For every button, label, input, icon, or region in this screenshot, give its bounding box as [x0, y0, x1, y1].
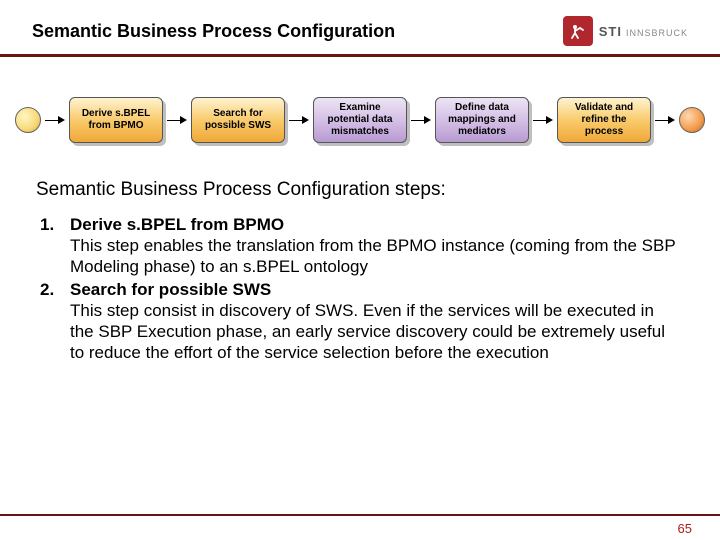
- process-flow-diagram: Derive s.BPEL from BPMO Search for possi…: [0, 57, 720, 175]
- logo-inns-label: INNSBRUCK: [626, 28, 688, 38]
- item-desc: This step enables the translation from t…: [70, 235, 680, 278]
- arrow-icon: [167, 115, 187, 125]
- arrow-icon: [45, 115, 65, 125]
- flow-box: Validate and refine the process: [557, 97, 651, 143]
- arrow-icon: [411, 115, 431, 125]
- item-title: Search for possible SWS: [70, 280, 680, 300]
- flow-box-label: Derive s.BPEL from BPMO: [69, 97, 163, 143]
- arrow-icon: [655, 115, 675, 125]
- arrow-icon: [533, 115, 553, 125]
- footer-rule: [0, 514, 720, 516]
- flow-box: Derive s.BPEL from BPMO: [69, 97, 163, 143]
- flow-box: Examine potential data mismatches: [313, 97, 407, 143]
- flow-box-label: Search for possible SWS: [191, 97, 285, 143]
- arrow-icon: [289, 115, 309, 125]
- section-subtitle: Semantic Business Process Configuration …: [36, 179, 684, 201]
- end-node-icon: [679, 107, 705, 133]
- flow-box-label: Validate and refine the process: [557, 97, 651, 143]
- logo-text: STI INNSBRUCK: [599, 24, 688, 39]
- item-desc: This step consist in discovery of SWS. E…: [70, 300, 680, 364]
- flow-box: Define data mappings and mediators: [435, 97, 529, 143]
- slide-title: Semantic Business Process Configuration: [32, 21, 395, 42]
- page-number: 65: [678, 521, 692, 536]
- logo-sti-label: STI: [599, 24, 622, 39]
- sti-logo: STI INNSBRUCK: [563, 16, 688, 46]
- item-body: Search for possible SWS This step consis…: [70, 280, 680, 364]
- list-item: 1. Derive s.BPEL from BPMO This step ena…: [40, 215, 680, 278]
- steps-list: 1. Derive s.BPEL from BPMO This step ena…: [40, 215, 680, 363]
- flow-box: Search for possible SWS: [191, 97, 285, 143]
- item-title: Derive s.BPEL from BPMO: [70, 215, 680, 235]
- logo-badge-icon: [563, 16, 593, 46]
- slide-header: Semantic Business Process Configuration …: [0, 0, 720, 54]
- flow-box-label: Examine potential data mismatches: [313, 97, 407, 143]
- flow-box-label: Define data mappings and mediators: [435, 97, 529, 143]
- start-node-icon: [15, 107, 41, 133]
- item-number: 1.: [40, 215, 70, 278]
- item-number: 2.: [40, 280, 70, 364]
- item-body: Derive s.BPEL from BPMO This step enable…: [70, 215, 680, 278]
- list-item: 2. Search for possible SWS This step con…: [40, 280, 680, 364]
